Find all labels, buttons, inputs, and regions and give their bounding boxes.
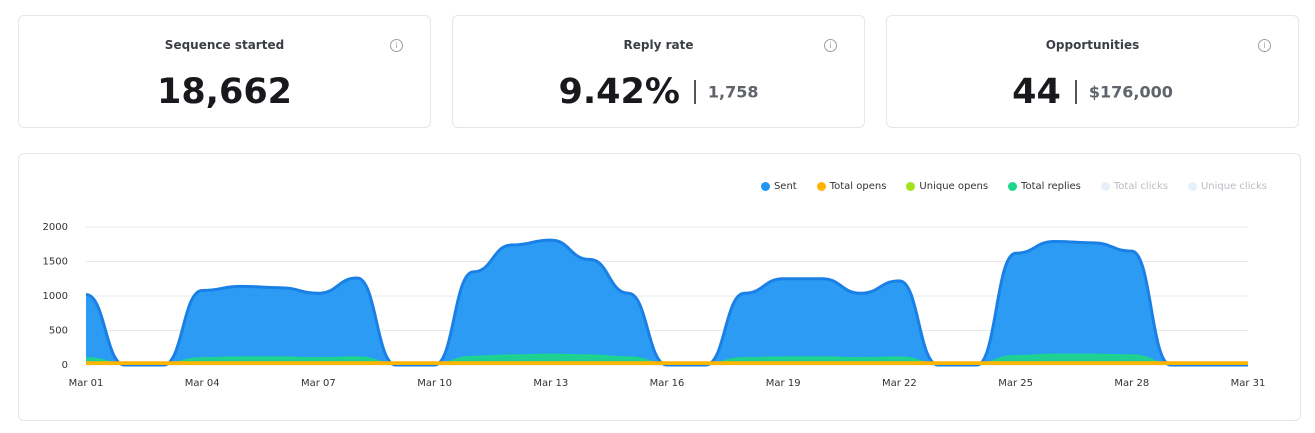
chart-card <box>18 153 1301 421</box>
legend-label: Total replies <box>1021 181 1081 192</box>
legend-label: Sent <box>773 181 797 192</box>
legend-item[interactable]: Unique clicks <box>1187 181 1267 192</box>
legend-swatch <box>906 182 916 191</box>
x-tick-label: Mar 22 <box>882 378 917 389</box>
x-tick-label: Mar 19 <box>766 378 801 389</box>
area <box>86 240 1248 365</box>
legend-label: Total clicks <box>1113 181 1168 192</box>
card-value: 9.42% <box>558 72 680 112</box>
legend-swatch <box>1100 182 1110 191</box>
info-icon[interactable]: i <box>824 39 837 52</box>
x-tick-label: Mar 04 <box>185 378 220 389</box>
x-tick-label: Mar 28 <box>1114 378 1149 389</box>
separator <box>1074 80 1077 104</box>
y-tick-label: 500 <box>49 326 68 337</box>
stat-card: Sequence started i 18,662 <box>18 15 431 128</box>
card-value: 44 <box>1012 72 1061 112</box>
x-tick-label: Mar 13 <box>533 378 568 389</box>
legend-swatch <box>816 182 826 191</box>
legend-label: Unique opens <box>919 181 989 192</box>
x-tick-label: Mar 16 <box>650 378 685 389</box>
x-tick-label: Mar 31 <box>1231 378 1266 389</box>
card-value-row: 44 $176,000 <box>887 72 1298 112</box>
legend-label: Unique clicks <box>1200 181 1267 192</box>
card-secondary: $176,000 <box>1088 82 1173 102</box>
info-icon[interactable]: i <box>1258 39 1271 52</box>
x-tick-label: Mar 01 <box>69 378 104 389</box>
y-tick-label: 0 <box>62 360 68 371</box>
card-value-row: 18,662 <box>19 72 430 112</box>
legend-swatch <box>1008 182 1018 191</box>
legend-swatch <box>1187 182 1197 191</box>
stat-card: Opportunities i 44 $176,000 <box>886 15 1299 128</box>
card-secondary: 1,758 <box>707 82 759 102</box>
separator <box>693 80 696 104</box>
card-title: Reply rate <box>623 38 694 52</box>
legend-item[interactable]: Sent <box>760 181 797 192</box>
y-tick-label: 1500 <box>43 257 68 268</box>
legend-item[interactable]: Unique opens <box>906 181 988 192</box>
x-tick-label: Mar 25 <box>998 378 1033 389</box>
legend-swatch <box>760 182 770 191</box>
x-tick-label: Mar 10 <box>417 378 452 389</box>
card-value-row: 9.42% 1,758 <box>453 72 864 112</box>
y-tick-label: 1000 <box>43 291 68 302</box>
legend-item[interactable]: Total opens <box>816 181 887 192</box>
legend: Sent Total opens Unique opens Total replies… <box>760 181 1267 192</box>
card-title: Opportunities <box>1045 38 1140 52</box>
card-title: Sequence started <box>164 38 285 52</box>
stat-card: Reply rate i 9.42% 1,758 <box>452 15 865 128</box>
x-tick-label: Mar 07 <box>301 378 336 389</box>
legend-label: Total opens <box>829 181 887 192</box>
legend-item[interactable]: Total clicks <box>1100 181 1168 192</box>
y-tick-label: 2000 <box>43 222 68 233</box>
card-value: 18,662 <box>156 72 293 112</box>
legend-item[interactable]: Total replies <box>1008 181 1081 192</box>
info-icon[interactable]: i <box>390 39 403 52</box>
